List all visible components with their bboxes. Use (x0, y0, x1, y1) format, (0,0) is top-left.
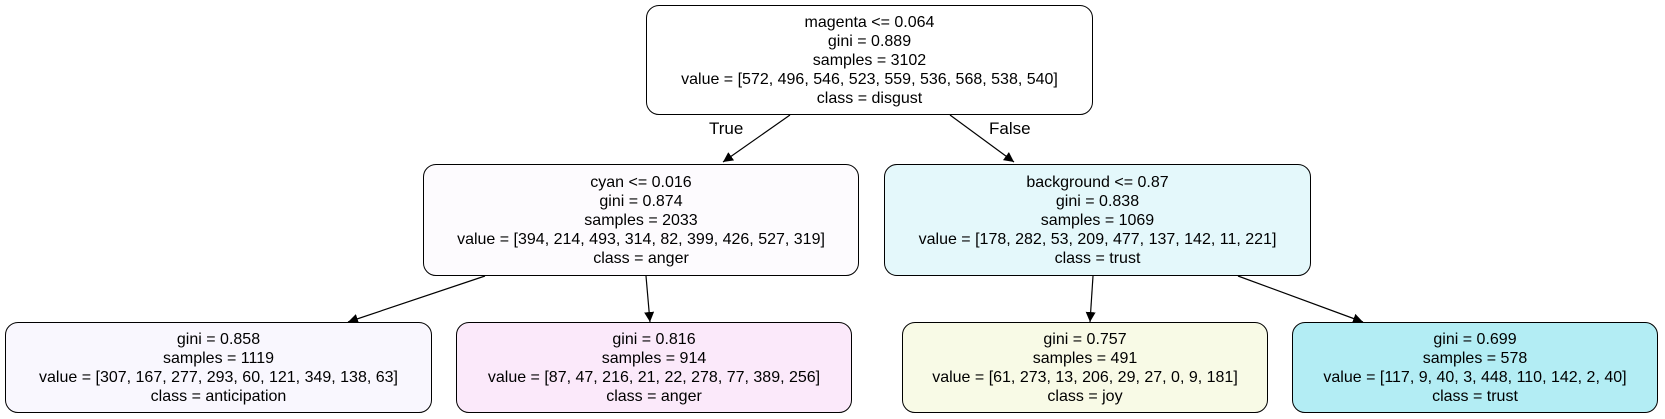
tree-node-left-right: gini = 0.816 samples = 914 value = [87, … (456, 322, 852, 413)
node-gini: gini = 0.874 (599, 192, 683, 210)
edge-root-right (949, 114, 1015, 163)
node-class: class = disgust (816, 89, 923, 107)
node-samples: samples = 2033 (584, 211, 698, 229)
node-samples: samples = 914 (601, 349, 707, 367)
node-class: class = anticipation (150, 387, 287, 405)
node-samples: samples = 1119 (162, 349, 275, 367)
node-value: value = [307, 167, 277, 293, 60, 121, 34… (39, 368, 398, 386)
tree-node-right-right: gini = 0.699 samples = 578 value = [117,… (1292, 322, 1658, 413)
edge-left-ll (347, 275, 486, 324)
node-class: class = anger (593, 249, 689, 267)
node-value: value = [117, 9, 40, 3, 448, 110, 142, 2… (1323, 368, 1627, 386)
node-samples: samples = 3102 (812, 51, 927, 69)
tree-node-left: cyan <= 0.016 gini = 0.874 samples = 203… (423, 164, 859, 276)
node-samples: samples = 491 (1032, 349, 1138, 367)
edge-label-false: False (989, 119, 1031, 138)
edge-root-left (722, 114, 791, 163)
edge-label-true: True (709, 119, 744, 138)
node-value: value = [87, 47, 216, 21, 22, 278, 77, 3… (487, 368, 821, 386)
node-class: class = joy (1047, 387, 1123, 405)
node-value: value = [61, 273, 13, 206, 29, 27, 0, 9,… (932, 368, 1238, 386)
node-class: class = anger (606, 387, 702, 405)
node-samples: samples = 1069 (1040, 211, 1155, 229)
node-gini: gini = 0.816 (612, 330, 696, 348)
tree-node-root: magenta <= 0.064 gini = 0.889 samples = … (646, 5, 1093, 115)
edge-right-rr (1237, 275, 1364, 324)
node-value: value = [394, 214, 493, 314, 82, 399, 42… (457, 230, 825, 248)
node-class: class = trust (1054, 249, 1141, 267)
node-value: value = [178, 282, 53, 209, 477, 137, 14… (918, 230, 1277, 248)
edge-right-rl (1085, 275, 1096, 323)
tree-node-right-left: gini = 0.757 samples = 491 value = [61, … (902, 322, 1268, 413)
node-gini: gini = 0.838 (1055, 192, 1140, 210)
node-samples: samples = 578 (1422, 349, 1528, 367)
node-gini: gini = 0.699 (1433, 330, 1517, 348)
node-condition: background <= 0.87 (1026, 173, 1169, 191)
node-condition: cyan <= 0.016 (590, 173, 692, 191)
edge-left-lr (644, 275, 655, 323)
node-condition: magenta <= 0.064 (804, 13, 935, 31)
node-value: value = [572, 496, 546, 523, 559, 536, 5… (681, 70, 1058, 88)
node-gini: gini = 0.889 (827, 32, 912, 50)
node-gini: gini = 0.858 (176, 330, 261, 348)
node-class: class = trust (1432, 387, 1518, 405)
node-gini: gini = 0.757 (1043, 330, 1127, 348)
tree-node-left-left: gini = 0.858 samples = 1119 value = [307… (5, 322, 432, 413)
tree-node-right: background <= 0.87 gini = 0.838 samples … (884, 164, 1311, 276)
